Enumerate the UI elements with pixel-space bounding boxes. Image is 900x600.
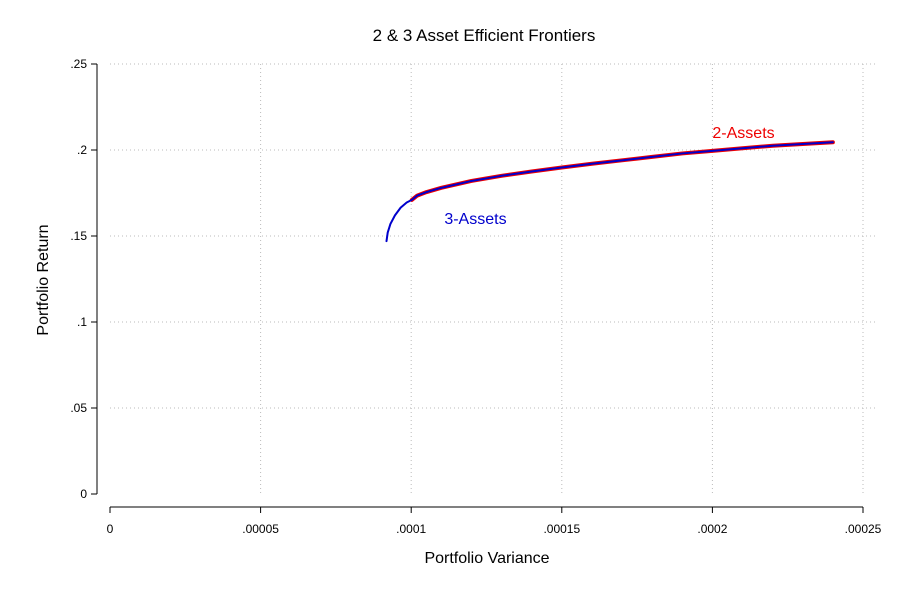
x-axis-ticks: 0 .00005 .0001 .00015 .0002 .00025 <box>107 507 882 536</box>
y-tick-label: .25 <box>70 57 87 71</box>
annotation-3-assets: 3-Assets <box>444 211 506 228</box>
y-axis-ticks: 0 .05 .1 .15 .2 .25 <box>70 57 97 501</box>
y-tick-label: .05 <box>70 401 87 415</box>
x-tick-label: .0001 <box>396 522 426 536</box>
axes <box>96 64 863 508</box>
y-tick-label: .1 <box>77 315 87 329</box>
chart-title: 2 & 3 Asset Efficient Frontiers <box>373 26 596 45</box>
series-lines <box>385 140 835 243</box>
x-tick-label: .0002 <box>697 522 727 536</box>
x-tick-label: .00015 <box>543 522 580 536</box>
y-tick-label: 0 <box>80 487 87 501</box>
series-line-2-assets <box>409 140 835 202</box>
x-axis-title: Portfolio Variance <box>424 550 549 567</box>
x-tick-label: .00005 <box>242 522 279 536</box>
series-annotations: 2-Assets 3-Assets <box>444 125 774 228</box>
x-tick-label: 0 <box>107 522 114 536</box>
series-line-3-assets <box>385 141 834 243</box>
x-tick-label: .00025 <box>845 522 882 536</box>
y-tick-label: .2 <box>77 143 87 157</box>
annotation-2-assets: 2-Assets <box>712 125 774 142</box>
y-tick-label: .15 <box>70 229 87 243</box>
y-axis-title: Portfolio Return <box>35 224 52 335</box>
